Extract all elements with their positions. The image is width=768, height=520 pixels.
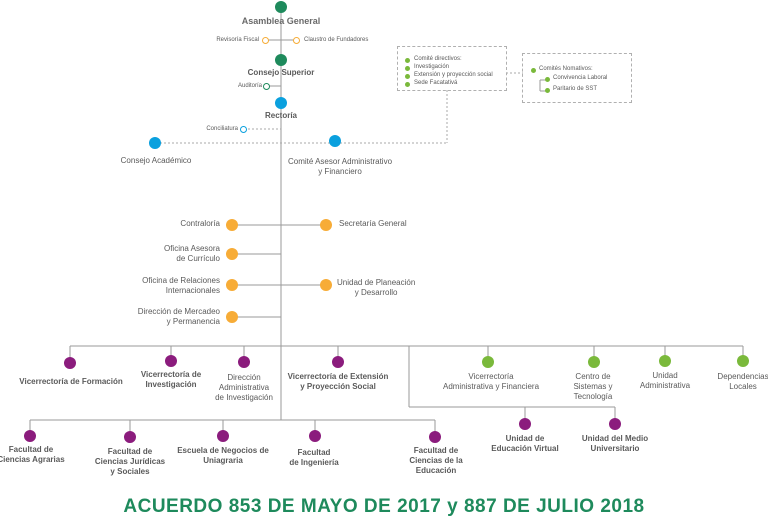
comite-item: Investigación [414,64,450,70]
bullet-icon [545,88,550,93]
bullet-icon [405,82,410,87]
asamblea-label: Asamblea General [241,16,321,26]
bullet-icon [545,77,550,82]
medio-node [609,418,621,430]
auditoria-label: Auditoría [237,83,262,89]
juridicas-node [124,431,136,443]
negocios-node [217,430,229,442]
educacion-label: Facultad de Ciencias de la Educación [409,446,463,475]
secretaria-node [320,219,332,231]
planeacion-label: Unidad de Planeación y Desarrollo [337,278,416,297]
relaciones-node [226,279,238,291]
educacion-node [429,431,441,443]
conciliatura-label: Conciliatura [206,126,238,132]
comite-directivos-title: Comité directivos: [414,56,462,62]
dir-admin-label: Dirección Administrativa de Investigación [215,373,273,402]
vic-investigacion-node [165,355,177,367]
curriculo-label: Oficina Asesora de Currículo [163,244,220,263]
conciliatura-node [240,126,247,133]
virtual-label: Unidad de Educación Virtual [491,434,559,453]
unidad-admin-node [659,355,671,367]
virtual-node [519,418,531,430]
secretaria-label: Secretaría General [339,219,407,228]
consejo-academico-label: Consejo Académico [120,156,192,165]
comite-item: Convivencia Laboral [553,75,608,81]
ingenieria-label: Facultad de Ingeniería [289,448,339,467]
rectoria-label: Rectoría [264,111,298,120]
curriculo-node [226,248,238,260]
planeacion-node [320,279,332,291]
vic-formacion-node [64,357,76,369]
medio-label: Unidad del Medio Universitario [581,434,649,453]
consejo-superior-node [275,54,287,66]
auditoria-node [263,83,270,90]
vic-admin-fin-node [482,356,494,368]
consejo-superior-label: Consejo Superior [247,68,315,77]
unidad-admin-label: Unidad Administrativa [639,371,691,390]
vic-admin-fin-label: Vicerrectoría Administrativa y Financiera [442,372,540,391]
comite-item: Paritario de SST [553,86,598,92]
revisoria-node [262,37,269,44]
agrarias-label: Facultad de Ciencias Agrarias [0,445,65,464]
ingenieria-node [309,430,321,442]
footer-title: ACUERDO 853 DE MAYO DE 2017 y 887 DE JUL… [123,496,645,517]
vic-formacion-label: Vicerrectoría de Formación [19,377,123,386]
comite-item: Sede Facatativá [414,80,458,86]
rectoria-node [275,97,287,109]
comite-directivos-box [397,46,507,91]
negocios-label: Escuela de Negocios de Uniagraria [177,446,269,465]
sistemas-label: Centro de Sistemas y Tecnología [573,372,613,401]
vic-investigacion-label: Vicerrectoría de Investigación [140,370,202,389]
bullet-icon [405,58,410,63]
dependencias-node [737,355,749,367]
comite-item: Extensión y proyección social [414,72,493,78]
mercadeo-node [226,311,238,323]
comite-asesor-label: Comité Asesor Administrativo y Financiero [287,157,393,176]
relaciones-label: Oficina de Relaciones Internacionales [142,276,220,295]
dependencias-label: Dependencias Locales [717,372,768,391]
juridicas-label: Facultad de Ciencias Jurídicas y Sociales [94,447,166,476]
bullet-icon [531,68,536,73]
claustro-node [293,37,300,44]
asamblea-node [275,1,287,13]
dir-admin-node [238,356,250,368]
vic-extension-node [332,356,344,368]
comite-asesor-node [329,135,341,147]
sistemas-node [588,356,600,368]
revisoria-label: Revisoría Fiscal [216,37,259,43]
vic-extension-label: Vicerrectoría de Extensión y Proyección S… [287,372,389,391]
contraloria-node [226,219,238,231]
comites-normativos-box [522,53,632,103]
contraloria-label: Contraloría [180,219,220,228]
bullet-icon [405,74,410,79]
agrarias-node [24,430,36,442]
mercadeo-label: Dirección de Mercadeo y Permanencia [137,307,220,326]
claustro-label: Claustro de Fundadores [304,37,369,43]
consejo-academico-node [149,137,161,149]
comites-normativos-title: Comités Nomativos: [539,66,593,72]
bullet-icon [405,66,410,71]
